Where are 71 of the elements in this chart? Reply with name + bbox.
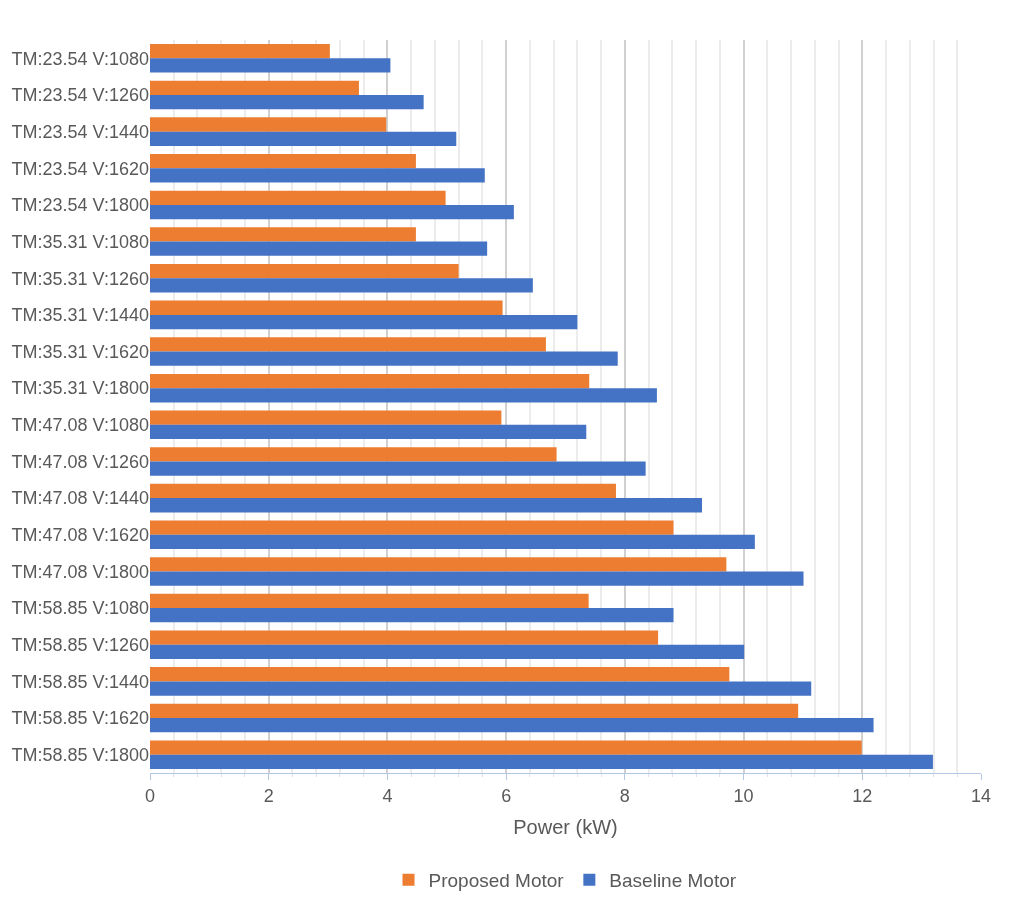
y-tick-label: TM:47.08 V:1440 [11, 488, 149, 509]
bar [150, 644, 745, 660]
y-tick-label: TM:23.54 V:1260 [11, 85, 149, 106]
bar [150, 718, 874, 733]
bar [150, 630, 659, 645]
legend-label: Proposed Motor [428, 870, 565, 892]
y-tick-label: TM:23.54 V:1620 [11, 158, 149, 179]
x-tick-label: 4 [382, 785, 393, 806]
y-tick-label: TM:47.08 V:1800 [11, 561, 149, 582]
y-tick-label: TM:23.54 V:1800 [11, 195, 149, 216]
x-tick-label: 14 [970, 785, 992, 806]
x-axis-title: Power (kW) [513, 816, 618, 839]
y-tick-label: TM:58.85 V:1080 [11, 598, 149, 619]
bar [150, 263, 459, 279]
bar [150, 241, 488, 256]
bar [150, 80, 359, 95]
bar [150, 94, 424, 110]
bar [150, 534, 755, 550]
bar [150, 204, 514, 220]
bar [150, 314, 578, 330]
bar [150, 740, 862, 755]
y-tick-label: TM:58.85 V:1260 [11, 635, 149, 656]
bar [150, 754, 933, 769]
y-tick-label: TM:35.31 V:1260 [11, 268, 149, 289]
bar [150, 447, 557, 462]
x-tick-label: 0 [144, 785, 156, 806]
bar [150, 190, 446, 205]
bar [150, 703, 799, 719]
x-tick-label: 12 [852, 785, 873, 806]
bar [150, 557, 727, 572]
bar [150, 168, 485, 183]
bar [150, 593, 589, 609]
bar [150, 483, 616, 499]
bar [150, 667, 730, 682]
bar [150, 424, 587, 440]
bar [150, 388, 657, 403]
bar [150, 351, 618, 366]
y-tick-label: TM:58.85 V:1440 [11, 671, 149, 692]
y-tick-label: TM:47.08 V:1260 [11, 451, 149, 472]
x-tick-label: 8 [619, 785, 630, 806]
bar [150, 373, 590, 389]
bar [150, 608, 674, 623]
y-tick-label: TM:58.85 V:1620 [11, 708, 149, 729]
legend-label: Baseline Motor [609, 870, 737, 892]
bar [150, 58, 391, 73]
bar [150, 681, 812, 696]
x-tick-label: 6 [501, 785, 512, 806]
y-tick-label: TM:23.54 V:1080 [11, 48, 149, 69]
x-tick-label: 10 [733, 785, 754, 806]
bar [150, 117, 387, 132]
bar [150, 337, 546, 352]
y-tick-label: TM:47.08 V:1620 [11, 525, 149, 546]
y-tick-label: TM:35.31 V:1800 [11, 378, 149, 399]
bar [150, 498, 703, 513]
y-tick-label: TM:35.31 V:1440 [11, 305, 149, 326]
bar [150, 571, 804, 586]
bar [150, 153, 416, 169]
bar [150, 227, 416, 242]
bar [150, 300, 503, 315]
bar [150, 410, 502, 425]
x-tick-label: 2 [263, 785, 274, 806]
y-tick-label: TM:23.54 V:1440 [11, 121, 149, 142]
bar [150, 44, 330, 59]
y-tick-label: TM:47.08 V:1080 [11, 415, 149, 436]
bar [150, 520, 674, 535]
y-tick-label: TM:35.31 V:1620 [11, 341, 149, 362]
y-tick-label: TM:35.31 V:1080 [11, 231, 149, 252]
bar [150, 278, 533, 293]
y-tick-label: TM:58.85 V:1800 [11, 744, 149, 765]
bar [150, 131, 457, 146]
bar [150, 461, 646, 476]
